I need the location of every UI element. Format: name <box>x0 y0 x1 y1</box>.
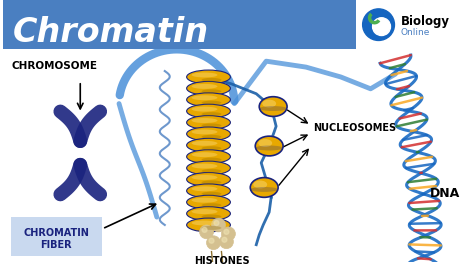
Circle shape <box>207 236 220 250</box>
Circle shape <box>219 235 233 249</box>
Ellipse shape <box>191 84 218 89</box>
Ellipse shape <box>201 101 221 105</box>
Ellipse shape <box>187 218 230 232</box>
Text: Biology: Biology <box>401 15 449 28</box>
Circle shape <box>224 229 229 234</box>
Ellipse shape <box>191 95 218 100</box>
Ellipse shape <box>201 203 221 207</box>
Ellipse shape <box>191 221 218 226</box>
Circle shape <box>373 18 391 36</box>
Ellipse shape <box>201 89 221 93</box>
Ellipse shape <box>258 139 272 147</box>
Ellipse shape <box>262 100 276 107</box>
Ellipse shape <box>253 181 267 188</box>
Ellipse shape <box>255 136 283 156</box>
Ellipse shape <box>187 116 230 129</box>
Ellipse shape <box>191 175 218 180</box>
Ellipse shape <box>191 73 218 77</box>
Circle shape <box>200 225 213 239</box>
Ellipse shape <box>201 169 221 173</box>
Ellipse shape <box>187 104 230 118</box>
Ellipse shape <box>259 97 287 117</box>
Ellipse shape <box>187 127 230 141</box>
Circle shape <box>222 237 227 242</box>
Circle shape <box>202 227 207 232</box>
Ellipse shape <box>201 215 221 218</box>
Ellipse shape <box>191 130 218 134</box>
Circle shape <box>214 221 219 226</box>
Text: CHROMATIN
FIBER: CHROMATIN FIBER <box>23 228 89 250</box>
Ellipse shape <box>191 118 218 123</box>
Ellipse shape <box>250 178 278 197</box>
Ellipse shape <box>187 138 230 152</box>
Ellipse shape <box>187 195 230 209</box>
Ellipse shape <box>187 81 230 95</box>
Ellipse shape <box>201 158 221 161</box>
Ellipse shape <box>187 70 230 84</box>
Circle shape <box>209 238 214 243</box>
Ellipse shape <box>201 226 221 230</box>
Ellipse shape <box>191 198 218 203</box>
Ellipse shape <box>191 152 218 157</box>
Ellipse shape <box>187 93 230 107</box>
Text: Chromatin: Chromatin <box>13 16 209 49</box>
Ellipse shape <box>259 106 287 111</box>
FancyBboxPatch shape <box>10 217 102 256</box>
Ellipse shape <box>187 161 230 175</box>
FancyBboxPatch shape <box>3 0 356 49</box>
Ellipse shape <box>191 141 218 146</box>
Ellipse shape <box>201 78 221 82</box>
Ellipse shape <box>187 184 230 198</box>
FancyBboxPatch shape <box>356 0 474 49</box>
Ellipse shape <box>201 180 221 184</box>
Ellipse shape <box>191 164 218 169</box>
Ellipse shape <box>187 207 230 221</box>
Ellipse shape <box>201 146 221 150</box>
Ellipse shape <box>201 135 221 139</box>
Ellipse shape <box>201 123 221 127</box>
Text: NUCLEOSOMES: NUCLEOSOMES <box>313 123 396 133</box>
Circle shape <box>363 9 394 40</box>
Ellipse shape <box>191 186 218 191</box>
Ellipse shape <box>187 173 230 186</box>
Text: DNA: DNA <box>430 187 461 200</box>
Circle shape <box>221 227 236 241</box>
Text: HISTONES: HISTONES <box>194 256 249 266</box>
Ellipse shape <box>250 187 278 192</box>
Ellipse shape <box>255 146 283 151</box>
Circle shape <box>211 218 226 232</box>
Ellipse shape <box>187 150 230 164</box>
Text: Online: Online <box>401 28 430 37</box>
Ellipse shape <box>191 107 218 112</box>
Ellipse shape <box>191 209 218 214</box>
Ellipse shape <box>201 112 221 116</box>
Ellipse shape <box>201 192 221 196</box>
Text: CHROMOSOME: CHROMOSOME <box>11 61 97 71</box>
